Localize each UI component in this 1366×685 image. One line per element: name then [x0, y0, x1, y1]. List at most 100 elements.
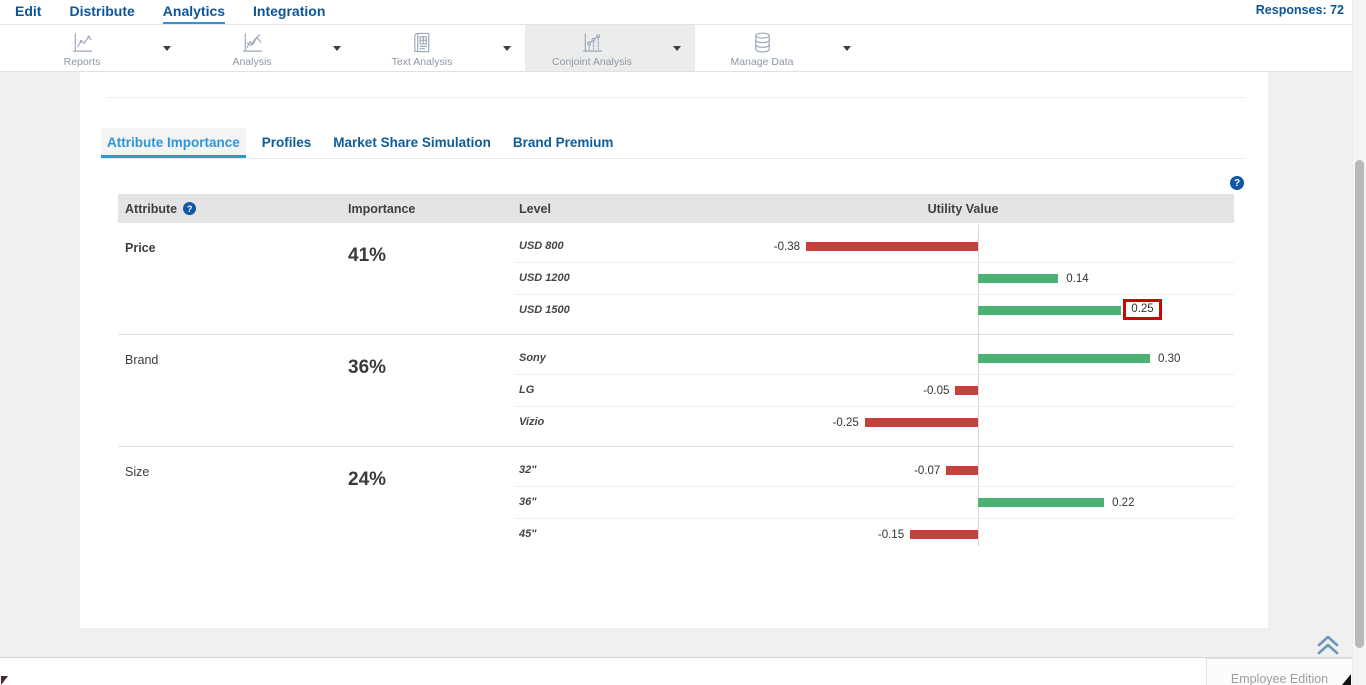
level-row-lg: LG -0.05: [516, 375, 1234, 407]
analysis-dropdown-toggle[interactable]: [319, 25, 355, 71]
attribute-name: Brand: [125, 353, 159, 367]
importance-column-header: Importance: [348, 201, 416, 216]
utility-bar-positive: [978, 306, 1122, 315]
toolbar-item-analysis[interactable]: Analysis: [185, 25, 355, 71]
tab-attribute-importance[interactable]: Attribute Importance: [101, 128, 246, 158]
manage-data-dropdown-toggle[interactable]: [829, 25, 865, 71]
table-body: Price 41% USD 800 -0.38 USD 1200 0.14 USD 1500…: [118, 223, 1234, 558]
reports-chart-icon: [71, 31, 94, 54]
level-row-sony: Sony 0.30: [516, 343, 1234, 375]
attribute-section-brand: Brand 36% Sony 0.30 LG -0.05 Vizio -0.25: [118, 335, 1234, 447]
content-divider: [107, 97, 1245, 98]
reports-dropdown-toggle[interactable]: [149, 25, 185, 71]
level-label: 45": [519, 528, 537, 540]
conjoint-tabs: Attribute Importance Profiles Market Share…: [101, 128, 1245, 159]
utility-bar-positive: [978, 274, 1059, 283]
analytics-toolbar: Reports Analysis Text Analysis Conjoint Ana…: [0, 25, 1366, 72]
toolbar-item-label: Analysis: [232, 55, 272, 68]
level-row-usd-800: USD 800 -0.38: [516, 231, 1234, 263]
attribute-importance-table: Attribute ? Importance Level Utility Val…: [118, 194, 1234, 558]
level-row-vizio: Vizio -0.25: [516, 407, 1234, 439]
attribute-section-price: Price 41% USD 800 -0.38 USD 1200 0.14 USD 1500…: [118, 223, 1234, 335]
tab-market-share-simulation[interactable]: Market Share Simulation: [333, 135, 491, 150]
scrollbar-thumb[interactable]: [1355, 160, 1364, 648]
level-label: 36": [519, 496, 537, 508]
help-icon[interactable]: ?: [1230, 176, 1244, 190]
toolbar-item-reports[interactable]: Reports: [15, 25, 185, 71]
cursor-artifact: [1, 676, 8, 685]
responses-count[interactable]: Responses: 72: [1255, 3, 1344, 17]
utility-value-label: 0.30: [1158, 353, 1181, 365]
toolbar-button-analysis[interactable]: Analysis: [185, 25, 319, 71]
toolbar-button-reports[interactable]: Reports: [15, 25, 149, 71]
level-row-32: 32" -0.07: [516, 455, 1234, 487]
analysis-chart-icon: [241, 31, 264, 54]
edition-badge: Employee Edition: [1206, 658, 1352, 685]
caret-down-icon: [503, 45, 511, 51]
level-label: 32": [519, 464, 537, 476]
text-analysis-dropdown-toggle[interactable]: [489, 25, 525, 71]
level-column-header: Level: [519, 201, 551, 216]
utility-bar-negative: [910, 530, 978, 539]
utility-value-label: -0.07: [914, 465, 941, 477]
toolbar-item-text-analysis[interactable]: Text Analysis: [355, 25, 525, 71]
conjoint-analysis-panel: Attribute Importance Profiles Market Share…: [80, 72, 1268, 628]
utility-bar-cell: -0.05: [722, 375, 1234, 406]
tab-brand-premium[interactable]: Brand Premium: [512, 135, 614, 150]
utility-bar-negative: [946, 466, 978, 475]
nav-item-analytics[interactable]: Analytics: [162, 0, 226, 24]
toolbar-item-manage-data[interactable]: Manage Data: [695, 25, 865, 71]
level-label: Vizio: [519, 416, 545, 428]
attribute-header-label: Attribute: [125, 201, 178, 216]
attribute-help-icon[interactable]: ?: [183, 202, 197, 215]
utility-bar-cell: 0.22: [722, 487, 1234, 518]
level-row-usd-1200: USD 1200 0.14: [516, 263, 1234, 295]
top-nav-bar: Edit Distribute Analytics Integration Respo…: [0, 0, 1366, 25]
tab-profiles[interactable]: Profiles: [261, 135, 312, 150]
vertical-scrollbar[interactable]: [1352, 0, 1366, 685]
nav-item-integration[interactable]: Integration: [253, 3, 326, 19]
toolbar-item-label: Conjoint Analysis: [552, 55, 632, 68]
attribute-column-header: Attribute ?: [118, 202, 348, 216]
levels-list: 32" -0.07 36" 0.22 45" -0.15: [516, 455, 1234, 551]
utility-bar-negative: [806, 242, 978, 251]
toolbar-button-conjoint-analysis[interactable]: Conjoint Analysis: [525, 25, 659, 71]
importance-value: 41%: [348, 245, 387, 266]
utility-value-label: -0.15: [877, 529, 905, 541]
utility-value-label: 0.14: [1066, 273, 1089, 285]
caret-down-icon: [843, 45, 851, 51]
level-row-usd-1500: USD 1500 0.25: [516, 295, 1234, 327]
utility-bar-cell: 0.25: [722, 295, 1234, 327]
back-to-top-button[interactable]: [1314, 633, 1342, 657]
database-icon: [751, 31, 774, 54]
utility-bar-positive: [978, 498, 1105, 507]
toolbar-item-conjoint-analysis[interactable]: Conjoint Analysis: [525, 25, 695, 71]
nav-item-distribute[interactable]: Distribute: [69, 3, 135, 19]
utility-bar-cell: -0.07: [722, 455, 1234, 486]
toolbar-button-text-analysis[interactable]: Text Analysis: [355, 25, 489, 71]
chevrons-up-icon: [1317, 635, 1339, 655]
level-label: Sony: [519, 352, 546, 364]
caret-down-icon: [333, 45, 341, 51]
utility-bar-cell: 0.30: [722, 343, 1234, 374]
nav-item-edit[interactable]: Edit: [15, 3, 42, 19]
utility-bar-negative: [955, 386, 978, 395]
footer-bar: Employee Edition: [0, 657, 1366, 685]
utility-bar-cell: 0.14: [722, 263, 1234, 294]
utility-value-label: -0.25: [832, 417, 859, 429]
levels-list: USD 800 -0.38 USD 1200 0.14 USD 1500 0.25: [516, 231, 1234, 327]
toolbar-button-manage-data[interactable]: Manage Data: [695, 25, 829, 71]
level-label: USD 1200: [519, 272, 570, 284]
level-row-45: 45" -0.15: [516, 519, 1234, 551]
conjoint-analysis-icon: [581, 31, 604, 54]
conjoint-analysis-dropdown-toggle[interactable]: [659, 25, 695, 71]
level-label: USD 1500: [519, 304, 570, 316]
highlighted-utility-value: 0.25: [1123, 299, 1162, 320]
utility-value-label: -0.05: [923, 385, 950, 397]
toolbar-item-label: Manage Data: [730, 55, 794, 68]
caret-down-icon: [163, 45, 171, 51]
utility-bar-cell: -0.25: [722, 407, 1234, 439]
level-label: USD 800: [519, 240, 564, 252]
levels-list: Sony 0.30 LG -0.05 Vizio -0.25: [516, 343, 1234, 439]
